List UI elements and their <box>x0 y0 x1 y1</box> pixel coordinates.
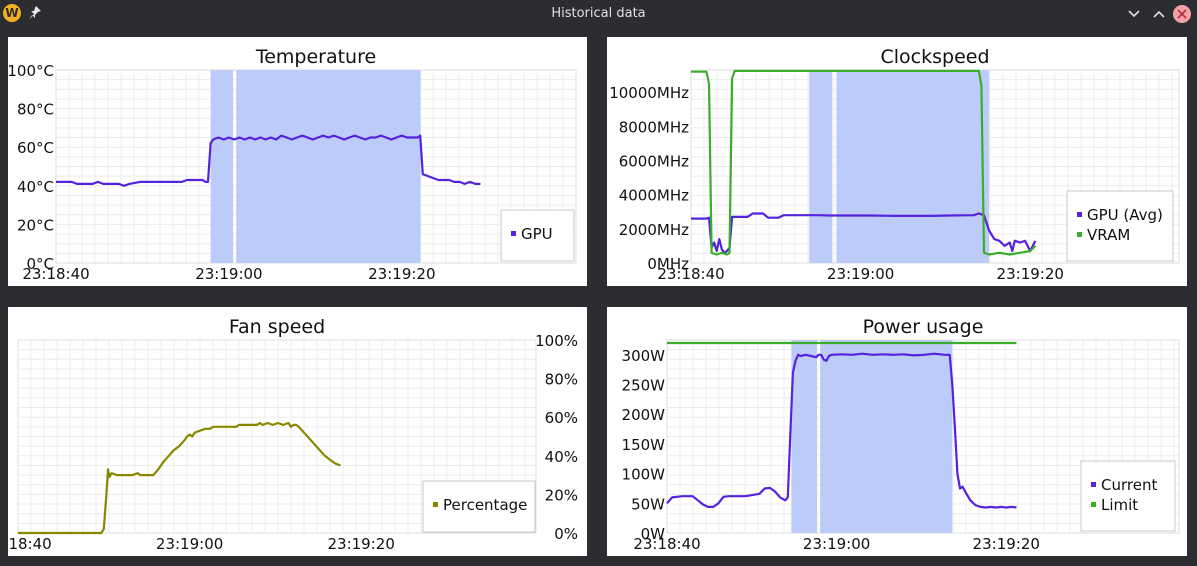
legend-swatch <box>1091 482 1096 487</box>
y-tick-label: 4000MHz <box>619 187 689 205</box>
legend-label: Current <box>1101 476 1157 494</box>
y-tick-label: 0W <box>641 525 666 543</box>
plot-area <box>17 339 537 534</box>
chevron-down-icon[interactable] <box>1125 5 1143 23</box>
highlight-range <box>820 340 953 533</box>
legend-label: Percentage <box>443 496 527 514</box>
y-tick-label: 50W <box>631 495 665 513</box>
clockspeed-chart-panel: Clockspeed 0MHz 2000MHz 4000MHz 6000MHz 8000M… <box>607 37 1187 286</box>
y-tick-label: 80°C <box>17 101 54 119</box>
pin-icon[interactable] <box>28 5 42 21</box>
legend <box>1066 190 1174 262</box>
clockspeed-chart: Clockspeed 0MHz 2000MHz 4000MHz 6000MHz 8000M… <box>609 46 1180 283</box>
legend-swatch <box>1091 502 1096 507</box>
y-tick-label: 20% <box>545 486 578 504</box>
legend <box>1080 460 1176 532</box>
chart-title: Fan speed <box>229 316 325 338</box>
series-line <box>691 212 1037 254</box>
app-logo-icon[interactable]: W <box>3 4 21 22</box>
power-usage-chart: Power usage 0W 50W 100W 150W 200W 250W 300W 23:1… <box>622 316 1180 553</box>
title-bar: W Historical data <box>0 0 1197 28</box>
chart-title: Clockspeed <box>880 46 989 68</box>
y-tick-label: 40°C <box>17 178 54 196</box>
legend <box>422 480 536 533</box>
chart-title: Temperature <box>255 46 376 68</box>
series-line <box>666 352 1017 509</box>
legend-label: Limit <box>1101 496 1138 514</box>
y-tick-label: 0% <box>554 525 578 543</box>
temperature-chart-panel: Temperature 0°C 20°C 40°C 60°C 80°C 100°C 23:18… <box>7 37 587 286</box>
fan-speed-chart-panel: Fan speed 0% 20% 40% 60% 80% 100% 23:18:40 23:19… <box>0 307 587 556</box>
legend-label: VRAM <box>1087 226 1130 244</box>
x-tick-label: 23:19:20 <box>368 265 435 283</box>
y-tick-label: 2000MHz <box>619 221 689 239</box>
y-tick-label: 60°C <box>17 139 54 157</box>
x-tick-label: 23:18:40 <box>657 265 724 283</box>
x-tick-label: 23:19:00 <box>803 535 870 553</box>
x-tick-label: 23:18:40 <box>633 535 700 553</box>
highlight-range <box>791 340 818 533</box>
x-tick-label: 23:19:20 <box>997 265 1064 283</box>
series-line <box>56 134 481 187</box>
legend-swatch <box>433 502 438 507</box>
y-tick-label: 10000MHz <box>609 84 689 102</box>
legend-label: GPU (Avg) <box>1087 206 1163 224</box>
x-tick-label: 23:19:00 <box>827 265 894 283</box>
x-tick-label: 23:19:20 <box>973 535 1040 553</box>
y-tick-label: 300W <box>622 347 666 365</box>
series-line <box>18 421 341 535</box>
temperature-chart: Temperature 0°C 20°C 40°C 60°C 80°C 100°C 23:18… <box>7 46 577 283</box>
highlight-range <box>809 70 833 263</box>
chart-title: Power usage <box>863 316 984 338</box>
y-tick-label: 250W <box>622 377 666 395</box>
legend-label: GPU <box>521 225 553 243</box>
y-tick-label: 60% <box>545 409 578 427</box>
y-tick-label: 6000MHz <box>619 153 689 171</box>
y-tick-label: 0MHz <box>647 255 689 273</box>
y-tick-label: 100W <box>622 466 666 484</box>
y-tick-label: 200W <box>622 406 666 424</box>
highlight-range <box>210 70 234 263</box>
close-icon[interactable] <box>1173 5 1191 23</box>
y-tick-label: 0°C <box>26 255 54 273</box>
legend-swatch <box>1077 232 1082 237</box>
y-tick-label: 40% <box>545 448 578 466</box>
series-line <box>691 69 1037 256</box>
legend-swatch <box>511 231 516 236</box>
x-tick-label: 23:18:40 <box>8 535 52 553</box>
y-tick-label: 100°C <box>8 62 54 80</box>
x-tick-label: 23:19:20 <box>328 535 395 553</box>
y-tick-label: 8000MHz <box>619 118 689 136</box>
power-usage-chart-panel: Power usage 0W 50W 100W 150W 200W 250W 300W 23:1… <box>607 307 1187 556</box>
y-tick-label: 80% <box>545 371 578 389</box>
y-tick-label: 100% <box>535 332 578 350</box>
y-tick-label: 150W <box>622 436 666 454</box>
x-tick-label: 23:19:00 <box>195 265 262 283</box>
highlight-range <box>236 70 421 263</box>
x-tick-label: 23:19:00 <box>156 535 223 553</box>
x-tick-label: 23:18:40 <box>22 265 89 283</box>
window-title: Historical data <box>551 6 646 21</box>
fan-speed-chart: Fan speed 0% 20% 40% 60% 80% 100% 23:18:40 23:19… <box>0 316 578 553</box>
chevron-up-icon[interactable] <box>1150 5 1168 23</box>
highlight-range <box>836 70 990 263</box>
y-tick-label: 20°C <box>17 216 54 234</box>
legend-swatch <box>1077 212 1082 217</box>
